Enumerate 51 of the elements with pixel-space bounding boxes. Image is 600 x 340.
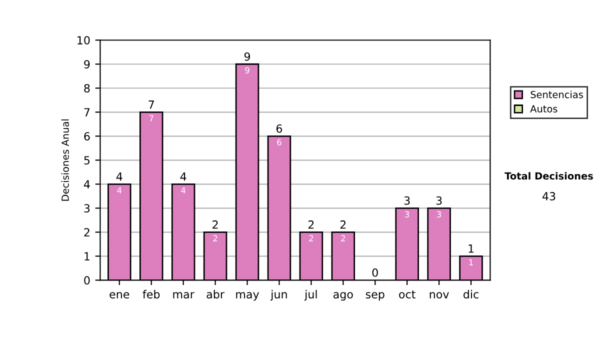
x-tick-label: feb xyxy=(142,290,160,298)
data-label: 7 xyxy=(149,115,154,122)
y-axis-title: Decisiones Anual xyxy=(61,119,69,201)
x-tick-label: sep xyxy=(366,292,384,301)
y-tick-label: 5 xyxy=(84,156,90,165)
y-tick-label: 2 xyxy=(84,228,90,236)
y-tick-label: 4 xyxy=(84,180,90,188)
total-label: 3 xyxy=(436,196,442,205)
y-tick-label: 8 xyxy=(84,84,90,93)
y-tick-label: 6 xyxy=(84,132,90,141)
data-label: 3 xyxy=(405,211,410,218)
data-label: 1 xyxy=(469,259,473,266)
y-tick-label: 1 xyxy=(84,252,90,260)
y-tick-label: 0 xyxy=(84,276,90,285)
data-label: 3 xyxy=(437,211,442,218)
y-tick-label: 3 xyxy=(84,204,90,213)
x-tick-label: ene xyxy=(110,292,130,298)
y-tick-label: 9 xyxy=(84,60,90,69)
x-tick-label: dic xyxy=(464,290,478,298)
total-label: 3 xyxy=(404,196,410,205)
x-tick-label: jul xyxy=(304,290,317,301)
total-label: 7 xyxy=(148,100,154,109)
x-tick-label: may xyxy=(236,292,260,301)
y-tick-label: 10 xyxy=(78,36,90,44)
data-label: 4 xyxy=(117,187,122,194)
x-tick-label: jun xyxy=(270,290,287,301)
data-label: 4 xyxy=(181,187,186,194)
data-label: 9 xyxy=(245,67,250,74)
text: 43 xyxy=(542,192,556,200)
total-label: 1 xyxy=(468,244,474,253)
total-label: 2 xyxy=(212,220,218,229)
legend-label: Autos xyxy=(530,105,558,112)
legend-label: Sentencias xyxy=(530,90,583,98)
total-label: 9 xyxy=(244,52,250,61)
total-label: 2 xyxy=(340,220,346,229)
data-label: 2 xyxy=(213,235,218,242)
data-label: 2 xyxy=(341,235,345,242)
x-tick-label: nov xyxy=(430,292,449,298)
total-label: 0 xyxy=(372,268,378,277)
total-label: 4 xyxy=(116,172,122,181)
y-tick-label: 7 xyxy=(84,108,90,116)
x-tick-label: mar xyxy=(173,292,194,298)
data-label: 2 xyxy=(309,235,313,242)
x-tick-label: abr xyxy=(206,290,224,298)
total-label: 4 xyxy=(180,172,186,181)
x-tick-label: oct xyxy=(399,290,416,298)
x-tick-label: ago xyxy=(333,292,353,301)
text: Total Decisiones xyxy=(504,172,593,180)
data-label: 6 xyxy=(277,139,282,146)
total-label: 2 xyxy=(308,220,314,229)
total-label: 6 xyxy=(276,124,282,133)
